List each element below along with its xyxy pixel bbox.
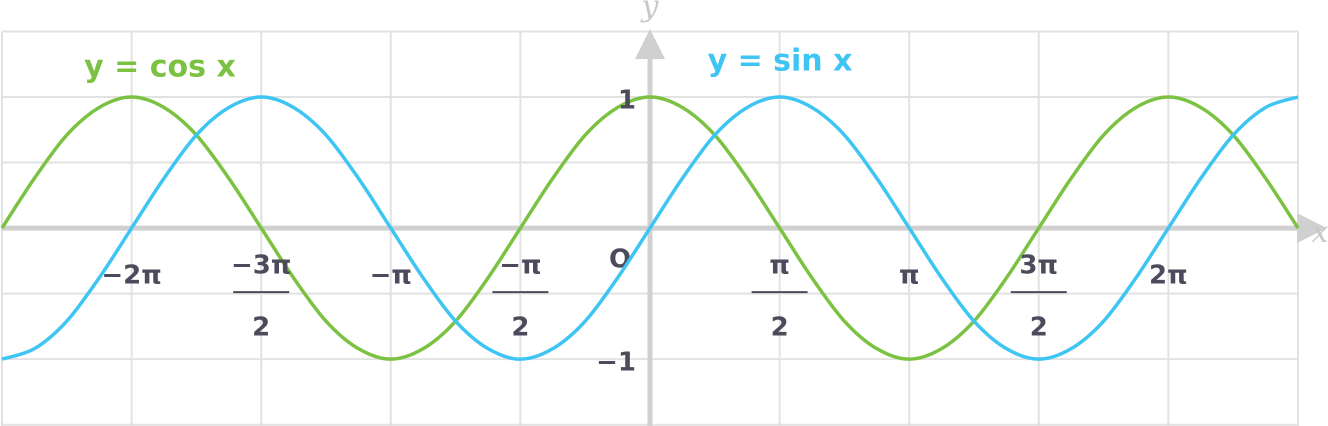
x-tick-label: π (899, 261, 920, 291)
x-tick-denominator: 2 (252, 313, 270, 343)
x-tick-denominator: 2 (511, 313, 529, 343)
x-tick-label: −2π (101, 261, 161, 291)
x-tick-label: −π (370, 261, 412, 291)
x-tick-label: 2π (1149, 261, 1188, 291)
y-axis-label: y (640, 0, 660, 24)
x-tick-denominator: 2 (771, 313, 789, 343)
y-tick-label: 1 (618, 85, 636, 115)
x-axis-label: x (1312, 215, 1328, 250)
x-tick-denominator: 2 (1030, 313, 1048, 343)
x-tick-label: 3π (1019, 251, 1058, 281)
series-line (1, 95, 1299, 361)
y-tick-label: −1 (596, 348, 636, 378)
series-line (0, 95, 1300, 361)
x-tick-label: π (769, 251, 790, 281)
x-tick-label: −3π (231, 251, 291, 281)
series-label: y = cos x (84, 50, 236, 85)
series-label: y = sin x (708, 44, 853, 79)
x-tick-label: −π (499, 251, 541, 281)
